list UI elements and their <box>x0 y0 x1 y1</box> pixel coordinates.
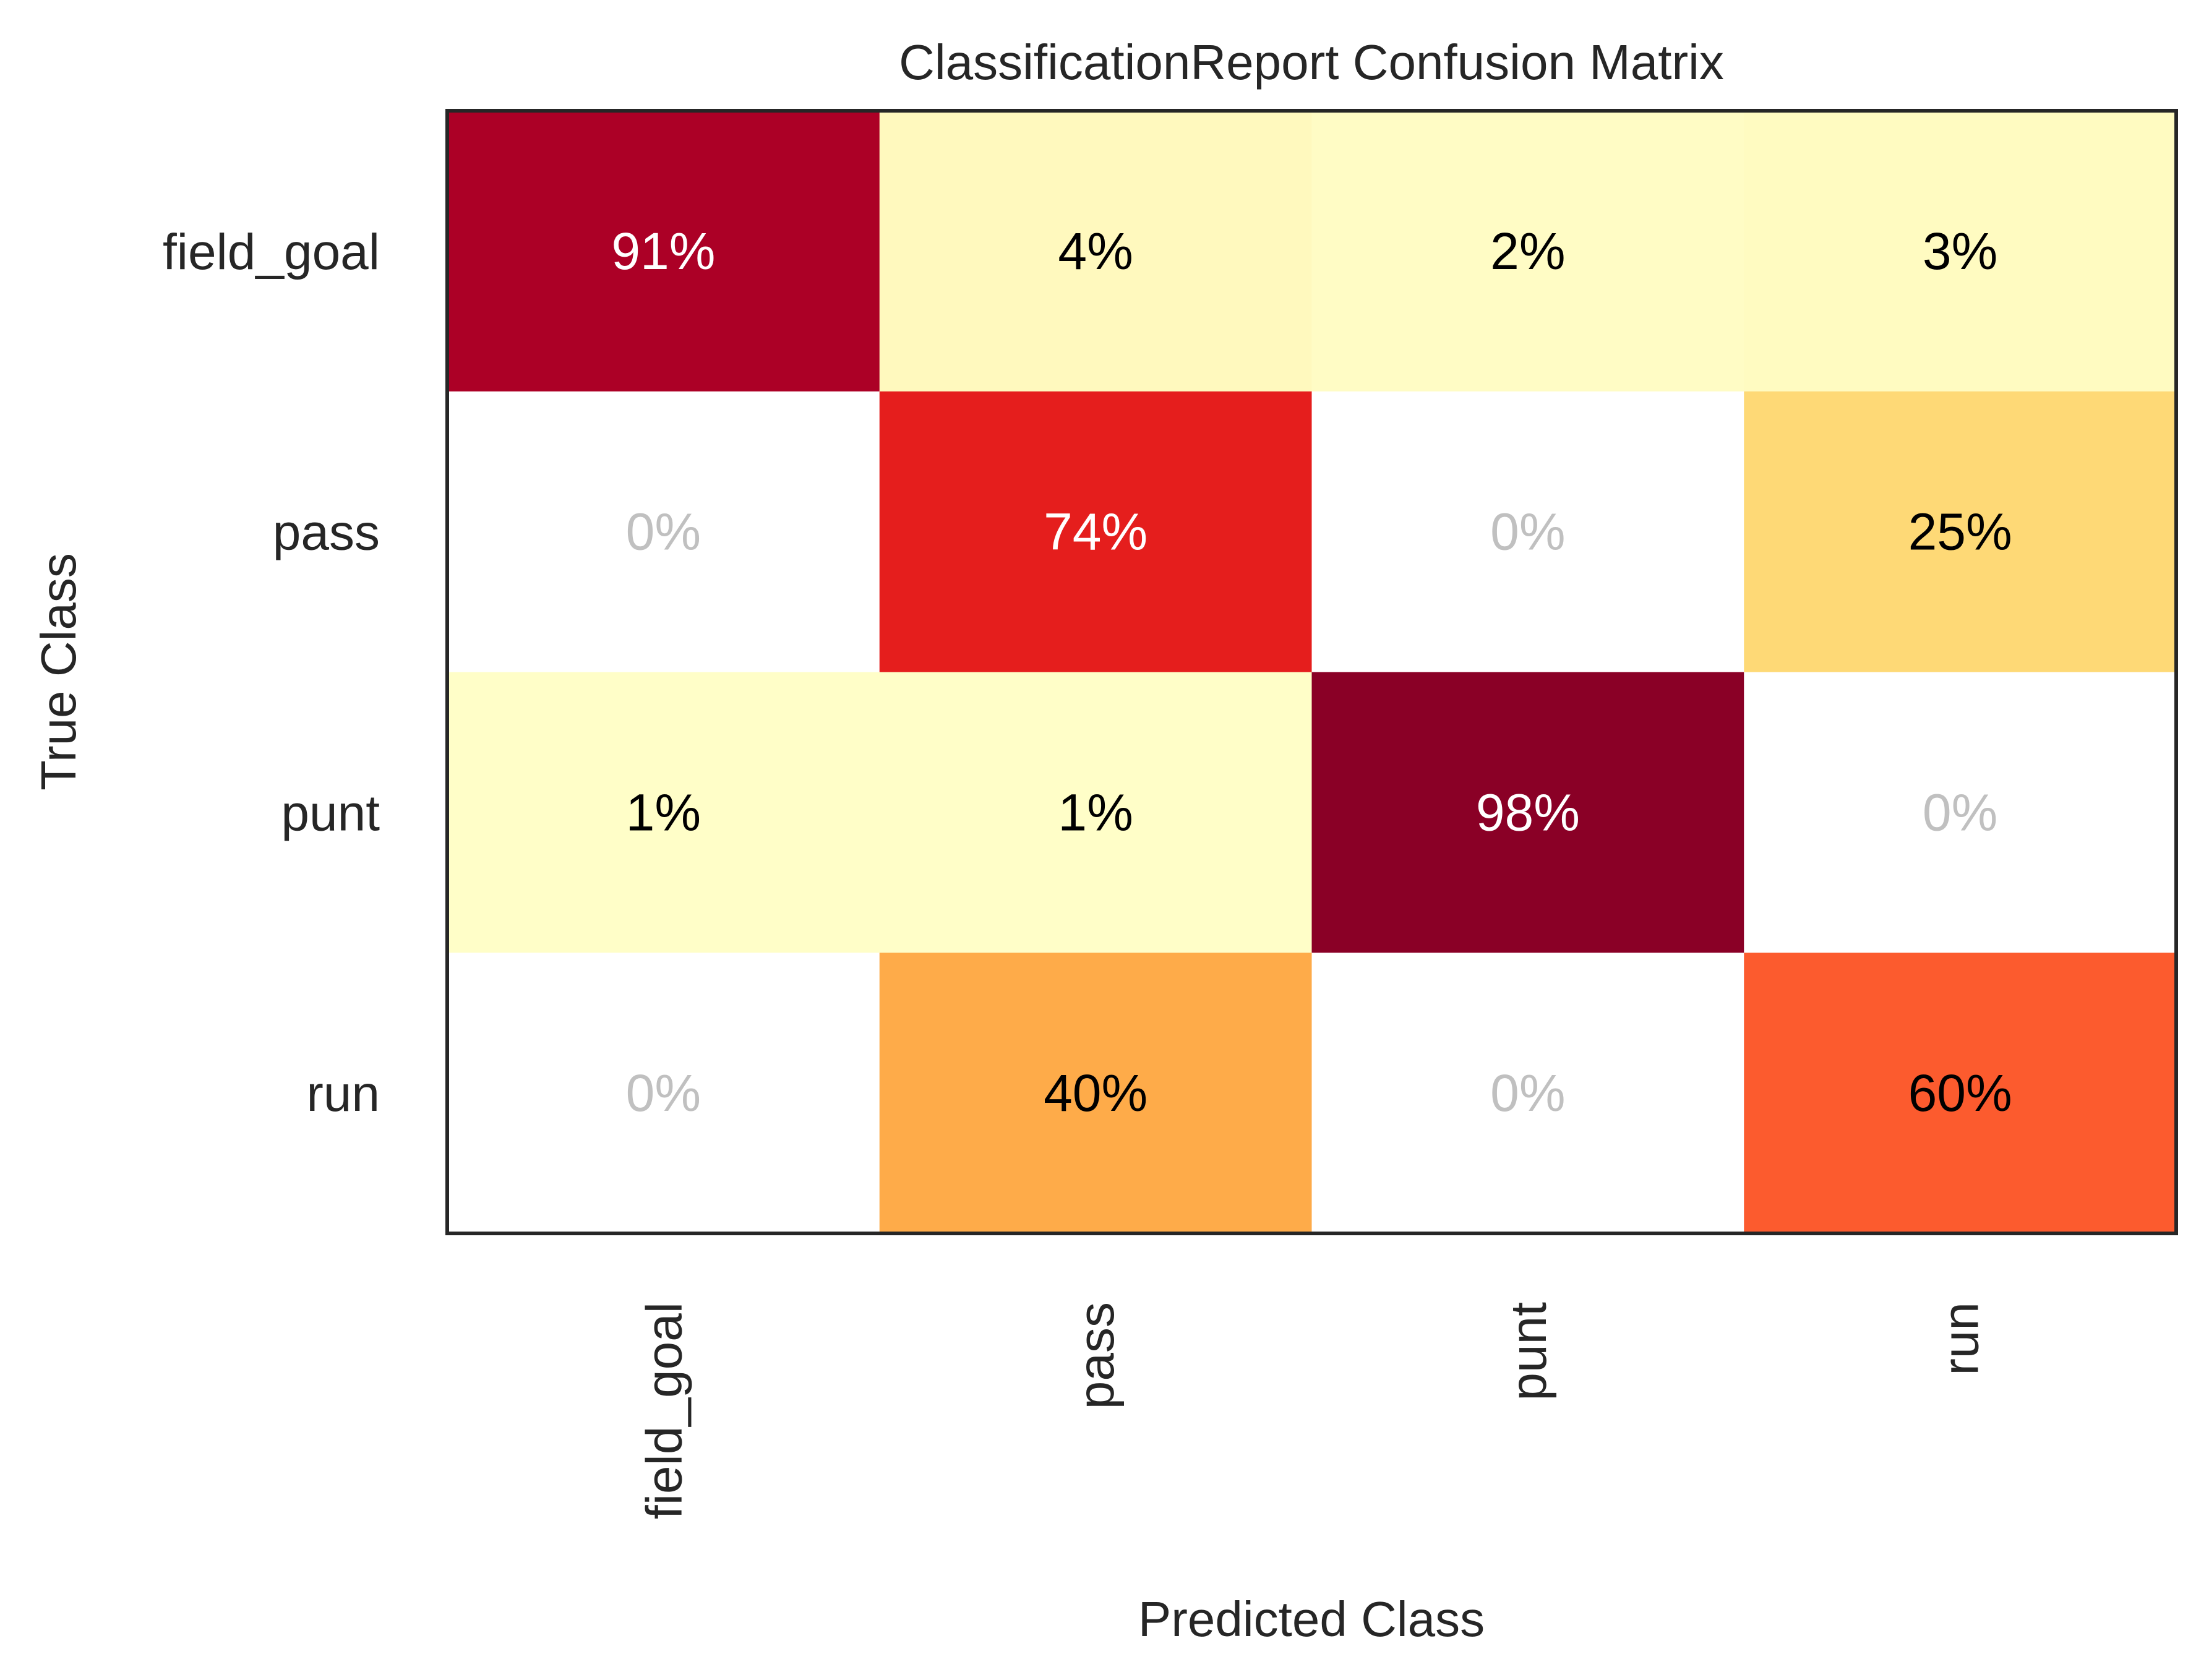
cell-punt-punt <box>1311 672 1744 953</box>
x-tick-label-run: run <box>1933 1302 1989 1376</box>
cell-label-field_goal-run: 3% <box>1923 222 1997 280</box>
cell-label-pass-field_goal: 0% <box>626 503 701 561</box>
x-tick-label-punt: punt <box>1501 1302 1557 1401</box>
cell-label-run-pass: 40% <box>1044 1064 1147 1122</box>
cell-field_goal-field_goal <box>447 111 880 392</box>
cell-field_goal-punt <box>1311 111 1744 392</box>
cell-label-punt-run: 0% <box>1923 783 1997 841</box>
x-axis-label: Predicted Class <box>1138 1592 1485 1647</box>
cell-label-pass-run: 25% <box>1908 503 2012 561</box>
cell-label-run-run: 60% <box>1908 1064 2012 1122</box>
y-tick-label-run: run <box>306 1066 380 1122</box>
heatmap-cell-labels: 91% 4% 2% 3% 0% 74% 0% 25% 1% 1% 98% 0% 0% 40% 0% 60% <box>611 222 2012 1122</box>
x-tick-labels: field_goal pass punt run <box>636 1302 1989 1519</box>
y-tick-label-field_goal: field_goal <box>163 224 380 280</box>
cell-field_goal-run <box>1744 111 2177 392</box>
cell-label-field_goal-field_goal: 91% <box>611 222 715 280</box>
cell-label-run-field_goal: 0% <box>626 1064 701 1122</box>
plot-border <box>445 109 2178 1235</box>
cell-label-punt-pass: 1% <box>1058 783 1133 841</box>
cell-pass-punt <box>1311 391 1744 672</box>
cell-label-pass-pass: 74% <box>1044 503 1147 561</box>
cell-label-run-punt: 0% <box>1490 1064 1565 1122</box>
cell-pass-run <box>1744 391 2177 672</box>
y-axis-label: True Class <box>31 553 86 791</box>
heatmap-cells <box>447 111 2177 1234</box>
cell-label-field_goal-punt: 2% <box>1490 222 1565 280</box>
cell-run-pass <box>879 953 1312 1234</box>
cell-pass-pass <box>879 391 1312 672</box>
cell-run-run <box>1744 953 2177 1234</box>
y-tick-label-pass: pass <box>273 505 380 561</box>
cell-punt-field_goal <box>447 672 880 953</box>
cell-run-field_goal <box>447 953 880 1234</box>
cell-run-punt <box>1311 953 1744 1234</box>
cell-label-field_goal-pass: 4% <box>1058 222 1133 280</box>
cell-label-pass-punt: 0% <box>1490 503 1565 561</box>
x-tick-label-pass: pass <box>1068 1302 1125 1409</box>
chart-title: ClassificationReport Confusion Matrix <box>899 35 1724 90</box>
cell-punt-run <box>1744 672 2177 953</box>
y-tick-label-punt: punt <box>281 785 380 841</box>
cell-field_goal-pass <box>879 111 1312 392</box>
x-tick-label-field_goal: field_goal <box>636 1302 692 1519</box>
cell-label-punt-field_goal: 1% <box>626 783 701 841</box>
cell-label-punt-punt: 98% <box>1476 783 1580 841</box>
cell-pass-field_goal <box>447 391 880 672</box>
cell-punt-pass <box>879 672 1312 953</box>
